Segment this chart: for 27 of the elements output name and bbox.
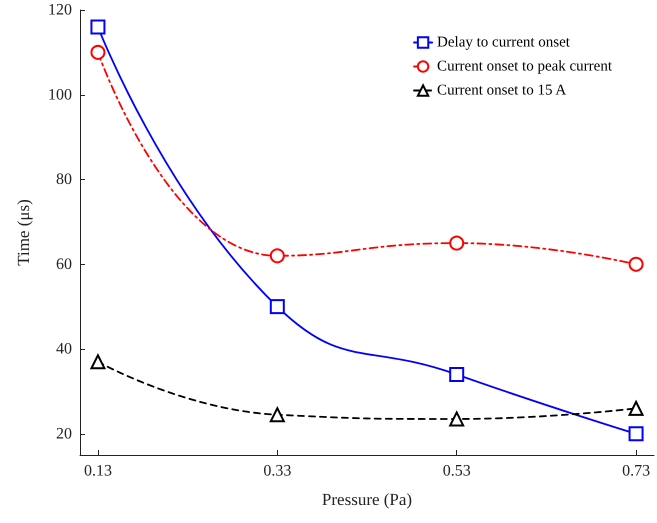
point [90, 44, 106, 60]
x-tick-label: 0.73 [622, 462, 650, 480]
point [449, 411, 464, 426]
point [449, 236, 464, 251]
y-tick-label: 40 [56, 340, 72, 358]
point [90, 354, 106, 370]
point [270, 299, 285, 314]
point [628, 400, 644, 416]
y-tick-label: 120 [48, 2, 72, 18]
point [628, 256, 644, 272]
point [270, 248, 285, 264]
y-tick-label: 20 [56, 425, 72, 442]
y-tick-label: 100 [48, 86, 72, 104]
point [449, 366, 464, 382]
point [270, 407, 285, 422]
x-axis-title: Pressure (Pa) [322, 490, 412, 509]
y-tick-label: 80 [56, 171, 72, 188]
x-tick-label: 0.53 [442, 462, 471, 480]
point [628, 426, 644, 442]
y-axis-title: Time (μs) [14, 199, 33, 266]
x-tick-label: 0.13 [84, 462, 112, 480]
point [90, 19, 106, 34]
y-tick-label: 60 [56, 256, 72, 273]
legend-label: Delay to current onset [437, 34, 571, 50]
legend-label: Current onset to peak current [437, 58, 613, 74]
x-tick-label: 0.33 [263, 462, 292, 480]
legend-label: Current onset to 15 A [437, 82, 566, 98]
